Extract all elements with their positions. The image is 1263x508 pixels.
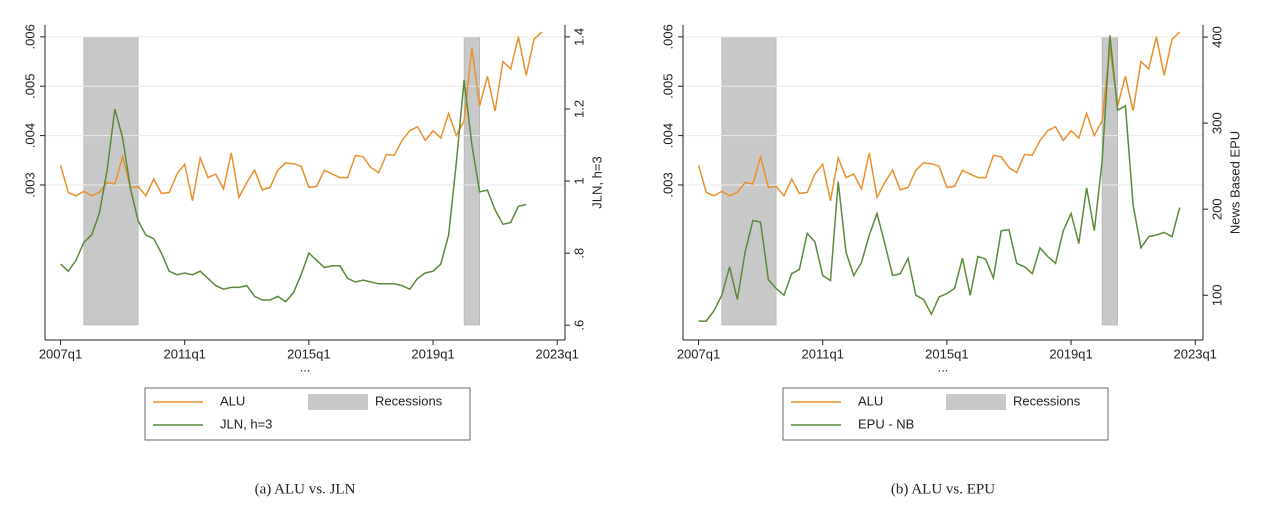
legend-label: ALU: [858, 393, 883, 408]
y-tick-label: .004: [660, 123, 675, 148]
legend-box: [144, 387, 471, 441]
y2-tick-label: .8: [571, 248, 586, 259]
legend-box: [782, 387, 1109, 441]
legend-label: JLN, h=3: [220, 416, 272, 431]
y2-tick-label: .6: [571, 320, 586, 331]
y2-tick-label: 200: [1209, 198, 1224, 220]
x-tick-label: 2019q1: [411, 346, 454, 361]
legend-swatch: [308, 394, 368, 410]
y-tick-label: .003: [660, 172, 675, 197]
y2-tick-label: 1.4: [571, 28, 586, 46]
y2-tick-label: 1.2: [571, 100, 586, 118]
y-tick-label: .006: [660, 24, 675, 49]
legend-label: EPU - NB: [858, 416, 914, 431]
x-tick-label: 2023q1: [1174, 346, 1217, 361]
y2-tick-label: 1: [571, 177, 586, 184]
x-tick-label: 2015q1: [287, 346, 330, 361]
legend-label: Recessions: [375, 393, 443, 408]
caption: (a) ALU vs. JLN: [255, 481, 356, 497]
x-tick-label: 2007q1: [677, 346, 720, 361]
y-tick-label: .003: [22, 172, 37, 197]
legend-label: Recessions: [1013, 393, 1081, 408]
x-tick-label: 2011q1: [801, 346, 843, 361]
recession-band: [721, 36, 777, 326]
x-tick-label: 2015q1: [925, 346, 968, 361]
series-line: [59, 31, 543, 201]
y-tick-label: .005: [660, 74, 675, 99]
series-line: [59, 80, 527, 303]
y-tick-label: .006: [22, 24, 37, 49]
series-line: [697, 31, 1181, 201]
y2-tick-label: 300: [1209, 112, 1224, 134]
y2-tick-label: 100: [1209, 284, 1224, 306]
caption: (b) ALU vs. EPU: [891, 481, 995, 497]
x-tick-label: 2023q1: [536, 346, 579, 361]
x-tick-label: 2011q1: [163, 346, 205, 361]
x-tick-label: 2019q1: [1049, 346, 1092, 361]
y2-axis-label: News Based EPU: [1227, 131, 1242, 234]
x-axis-label: ...: [938, 359, 949, 374]
x-axis-label: ...: [300, 359, 311, 374]
recession-band: [1101, 36, 1118, 326]
y2-axis-label: JLN, h=3: [589, 156, 604, 208]
y-tick-label: .004: [22, 123, 37, 148]
legend-swatch: [946, 394, 1006, 410]
series-line: [698, 35, 1181, 322]
legend-label: ALU: [220, 393, 245, 408]
y2-tick-label: 400: [1209, 26, 1224, 48]
x-tick-label: 2007q1: [39, 346, 82, 361]
y-tick-label: .005: [22, 74, 37, 99]
